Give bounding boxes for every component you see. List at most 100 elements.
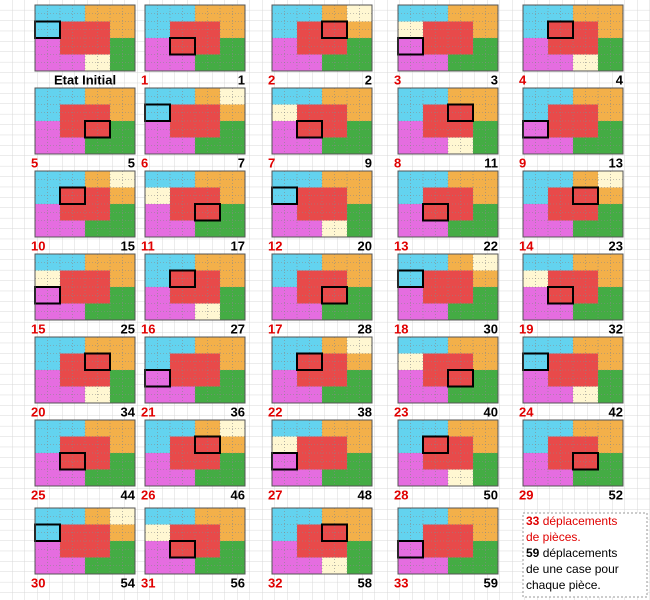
cell [85, 121, 110, 138]
board-frame [271, 87, 373, 155]
total-steps: 20 [358, 238, 372, 253]
board [34, 253, 136, 321]
cell [548, 370, 573, 387]
board [522, 4, 624, 72]
moved-piece [321, 286, 348, 305]
board-frame [144, 336, 246, 404]
board-frame [397, 419, 499, 487]
board [271, 507, 373, 575]
board-frame [271, 253, 373, 321]
board-frame [144, 170, 246, 238]
board [34, 507, 136, 575]
cell [448, 121, 473, 138]
board [144, 4, 246, 72]
note-line: chaque pièce. [526, 578, 601, 592]
cell [60, 88, 85, 105]
cell [60, 5, 85, 22]
move-number: 25 [31, 487, 45, 502]
total-steps: 13 [609, 155, 623, 170]
board-frame [144, 87, 246, 155]
cell [423, 121, 448, 138]
move-number: 1 [141, 72, 148, 87]
cell [423, 508, 448, 525]
total-steps: 36 [231, 404, 245, 419]
cell [322, 38, 347, 55]
moved-piece [169, 540, 196, 559]
board-frame [522, 336, 624, 404]
cell [423, 88, 448, 105]
total-steps: 48 [358, 487, 372, 502]
moved-piece [296, 352, 323, 371]
total-steps: 2 [365, 72, 372, 87]
cell [195, 541, 220, 558]
cell [322, 287, 347, 304]
board [144, 419, 246, 487]
moved-piece [321, 20, 348, 39]
board [271, 170, 373, 238]
cell [85, 420, 110, 437]
total-steps: 52 [609, 487, 623, 502]
board [144, 336, 246, 404]
cell [448, 38, 473, 55]
moved-piece [169, 37, 196, 56]
board [397, 4, 499, 72]
cell [322, 254, 347, 271]
board-frame [144, 4, 246, 72]
cell [573, 370, 598, 387]
move-number: 20 [31, 404, 45, 419]
cell [195, 287, 220, 304]
cell [548, 287, 573, 304]
move-number: 29 [519, 487, 533, 502]
note-line: 33 déplacements [526, 514, 617, 528]
cell [423, 171, 448, 188]
cell [548, 420, 573, 437]
board [397, 419, 499, 487]
cell [423, 370, 448, 387]
cell [548, 453, 573, 470]
board-frame [522, 253, 624, 321]
total-steps: 15 [121, 238, 135, 253]
cell [297, 508, 322, 525]
cell [448, 541, 473, 558]
cell [85, 541, 110, 558]
cell [548, 121, 573, 138]
cell [423, 254, 448, 271]
board [144, 87, 246, 155]
moved-piece [194, 203, 221, 222]
cell [297, 254, 322, 271]
cell [85, 287, 110, 304]
total-steps: 38 [358, 404, 372, 419]
cell [170, 541, 195, 558]
note-line: de une case pour [526, 562, 619, 576]
moved-piece [59, 186, 86, 205]
cell [448, 254, 473, 271]
board-frame [397, 336, 499, 404]
total-steps: 40 [484, 404, 498, 419]
initial-label: Etat Initial [54, 72, 116, 87]
cell [548, 337, 573, 354]
move-number: 3 [394, 72, 401, 87]
cell [322, 370, 347, 387]
cell [573, 337, 598, 354]
board [522, 87, 624, 155]
cell [195, 254, 220, 271]
total-steps: 50 [484, 487, 498, 502]
total-steps: 22 [484, 238, 498, 253]
cell [195, 508, 220, 525]
board-frame [34, 4, 136, 72]
board-frame [34, 507, 136, 575]
moved-piece [296, 120, 323, 139]
moved-piece [321, 523, 348, 542]
cell [195, 337, 220, 354]
total-steps: 5 [128, 155, 135, 170]
move-number: 14 [519, 238, 534, 253]
board-frame [144, 253, 246, 321]
total-steps: 7 [238, 155, 245, 170]
cell [548, 171, 573, 188]
total-steps: 11 [484, 155, 498, 170]
cell [423, 337, 448, 354]
note-text: déplacements [543, 546, 618, 560]
board [522, 336, 624, 404]
cell [297, 337, 322, 354]
move-number: 18 [394, 321, 408, 336]
